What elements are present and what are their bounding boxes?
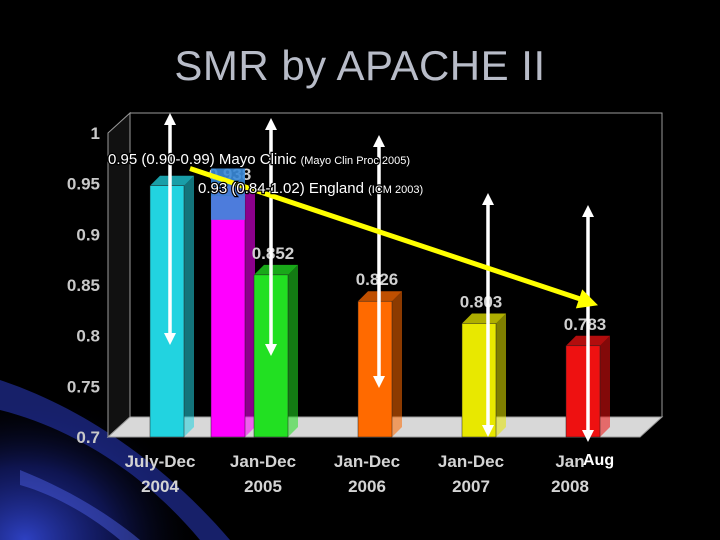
bar-top [254,264,298,275]
bar [149,185,185,438]
x-tick-label: 2005 [244,477,282,496]
y-tick-label: 0.8 [76,327,100,346]
bar-top [150,175,194,186]
x-tick-label: July-Dec [125,452,196,471]
ci-arrow-head [164,333,176,345]
ci-arrow-head [482,193,494,205]
ci-arrow-head [265,344,277,356]
bar-side [496,313,506,437]
x-tick-label: Jan-Dec [230,452,296,471]
england-annotation-main: 0.93 (0.84-1.02) England [198,180,368,197]
mayo-annotation-main: 0.95 (0.90-0.99) Mayo Clinic [108,151,301,168]
bar [565,345,601,438]
ci-arrow-head [482,425,494,437]
y-tick-label: 0.85 [67,276,100,295]
ci-arrow-head [582,430,594,442]
bar-side [392,291,402,437]
aug-annotation: Aug [583,452,614,469]
trend-line [189,166,585,303]
bar [461,323,497,438]
mayo-annotation-citation: (Mayo Clin Proc 2005) [301,155,410,167]
bar-value-label: 0.803 [460,293,503,312]
trend-arrow-head [575,289,598,309]
x-tick-label: Jan-Dec [438,452,504,471]
y-tick-label: 1 [91,124,100,143]
bar [357,300,393,438]
bar [210,195,246,438]
bar-side [288,264,298,437]
mayo-annotation: 0.95 (0.90-0.99) Mayo Clinic (Mayo Clin … [108,151,410,168]
ci-arrow-head [373,376,385,388]
ci-arrow-head [164,113,176,125]
england-annotation-citation: (ICM 2003) [368,184,423,196]
x-tick-label: 2006 [348,477,386,496]
ci-arrow-head [265,118,277,130]
x-tick-label: 2007 [452,477,490,496]
x-tick-label: Jan-Dec [334,452,400,471]
bar-value-label: 0.783 [564,315,607,334]
y-tick-label: 0.9 [76,225,100,244]
bar-top [462,313,506,324]
bar-value-label: 0.852 [252,244,295,263]
y-tick-label: 0.95 [67,175,100,194]
x-tick-label: Jan [555,452,584,471]
england-annotation: 0.93 (0.84-1.02) England (ICM 2003) [198,180,423,197]
ci-arrow-head [582,205,594,217]
bar-side [245,185,255,437]
slide-title: SMR by APACHE II [174,42,546,89]
bar-side [600,335,610,437]
y-tick-label: 0.75 [67,377,100,396]
bar-value-label: 0.826 [356,270,399,289]
ci-arrow-head [373,135,385,147]
y-tick-label: 0.7 [76,428,100,447]
x-tick-label: 2004 [141,477,179,496]
x-tick-label: 2008 [551,477,589,496]
bar-side [184,175,194,437]
